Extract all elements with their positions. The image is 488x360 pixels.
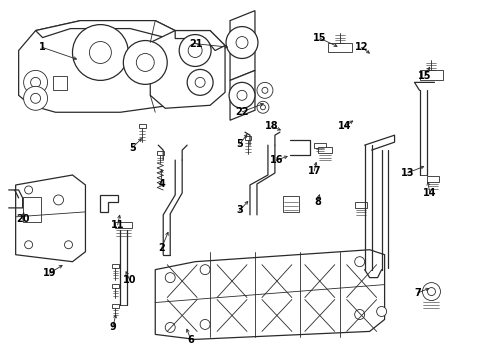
Circle shape <box>427 288 435 296</box>
Circle shape <box>187 69 213 95</box>
Text: 2: 2 <box>158 243 164 253</box>
Circle shape <box>200 319 210 329</box>
Bar <box>115 222 132 228</box>
Circle shape <box>31 77 41 87</box>
Circle shape <box>179 35 211 67</box>
Circle shape <box>72 24 128 80</box>
Bar <box>139 124 145 128</box>
Circle shape <box>228 82 254 108</box>
Text: 4: 4 <box>158 179 164 189</box>
Polygon shape <box>229 71 254 120</box>
Bar <box>283 196 298 212</box>
Circle shape <box>256 101 268 113</box>
Circle shape <box>195 77 204 87</box>
Circle shape <box>200 265 210 275</box>
Bar <box>354 202 366 208</box>
Text: 10: 10 <box>123 275 136 285</box>
Circle shape <box>256 82 272 98</box>
Circle shape <box>89 41 111 63</box>
Text: 8: 8 <box>314 197 321 207</box>
Text: 21: 21 <box>188 39 202 49</box>
Circle shape <box>237 90 246 100</box>
Bar <box>419 71 443 80</box>
Text: 17: 17 <box>307 166 320 176</box>
Bar <box>244 136 251 140</box>
Polygon shape <box>150 31 224 108</box>
Bar <box>327 42 351 53</box>
Text: 9: 9 <box>109 322 116 332</box>
Circle shape <box>260 105 265 110</box>
Circle shape <box>23 86 47 110</box>
Circle shape <box>354 257 364 267</box>
Circle shape <box>354 310 364 319</box>
Text: 22: 22 <box>235 107 248 117</box>
Polygon shape <box>175 31 224 50</box>
Text: 7: 7 <box>413 288 420 298</box>
Text: 14: 14 <box>337 121 350 131</box>
Bar <box>112 303 119 307</box>
Polygon shape <box>16 175 85 262</box>
Polygon shape <box>155 250 384 339</box>
Circle shape <box>24 241 33 249</box>
Polygon shape <box>100 195 118 212</box>
Text: 3: 3 <box>236 206 243 216</box>
Circle shape <box>188 44 202 58</box>
Circle shape <box>53 195 63 205</box>
Bar <box>427 176 439 182</box>
Text: 14: 14 <box>422 188 436 198</box>
Bar <box>313 143 325 148</box>
Polygon shape <box>229 11 254 80</box>
Circle shape <box>165 273 175 283</box>
Text: 15: 15 <box>313 33 326 43</box>
Circle shape <box>31 93 41 103</box>
Polygon shape <box>19 21 185 112</box>
Bar <box>22 197 41 222</box>
Text: 13: 13 <box>400 168 414 178</box>
Text: 1: 1 <box>39 42 45 52</box>
Circle shape <box>136 54 154 71</box>
Text: 20: 20 <box>16 215 29 224</box>
Text: 16: 16 <box>269 155 283 165</box>
Circle shape <box>422 283 440 301</box>
Circle shape <box>376 306 386 316</box>
Polygon shape <box>36 21 175 37</box>
Text: 15: 15 <box>417 71 431 81</box>
Text: 5: 5 <box>236 139 243 149</box>
Circle shape <box>123 41 167 84</box>
Bar <box>52 76 66 90</box>
Circle shape <box>236 37 247 49</box>
Circle shape <box>225 27 258 58</box>
Text: 12: 12 <box>354 42 367 52</box>
Bar <box>112 284 119 288</box>
Circle shape <box>64 241 72 249</box>
Text: 5: 5 <box>129 143 136 153</box>
Circle shape <box>262 87 267 93</box>
Bar <box>157 151 163 155</box>
Circle shape <box>23 71 47 94</box>
Text: 18: 18 <box>264 121 278 131</box>
Bar <box>112 264 119 268</box>
Circle shape <box>165 323 175 332</box>
Text: 19: 19 <box>42 268 56 278</box>
Text: 6: 6 <box>187 334 194 345</box>
Bar <box>317 147 331 153</box>
Circle shape <box>24 186 33 194</box>
Text: 11: 11 <box>111 220 124 230</box>
